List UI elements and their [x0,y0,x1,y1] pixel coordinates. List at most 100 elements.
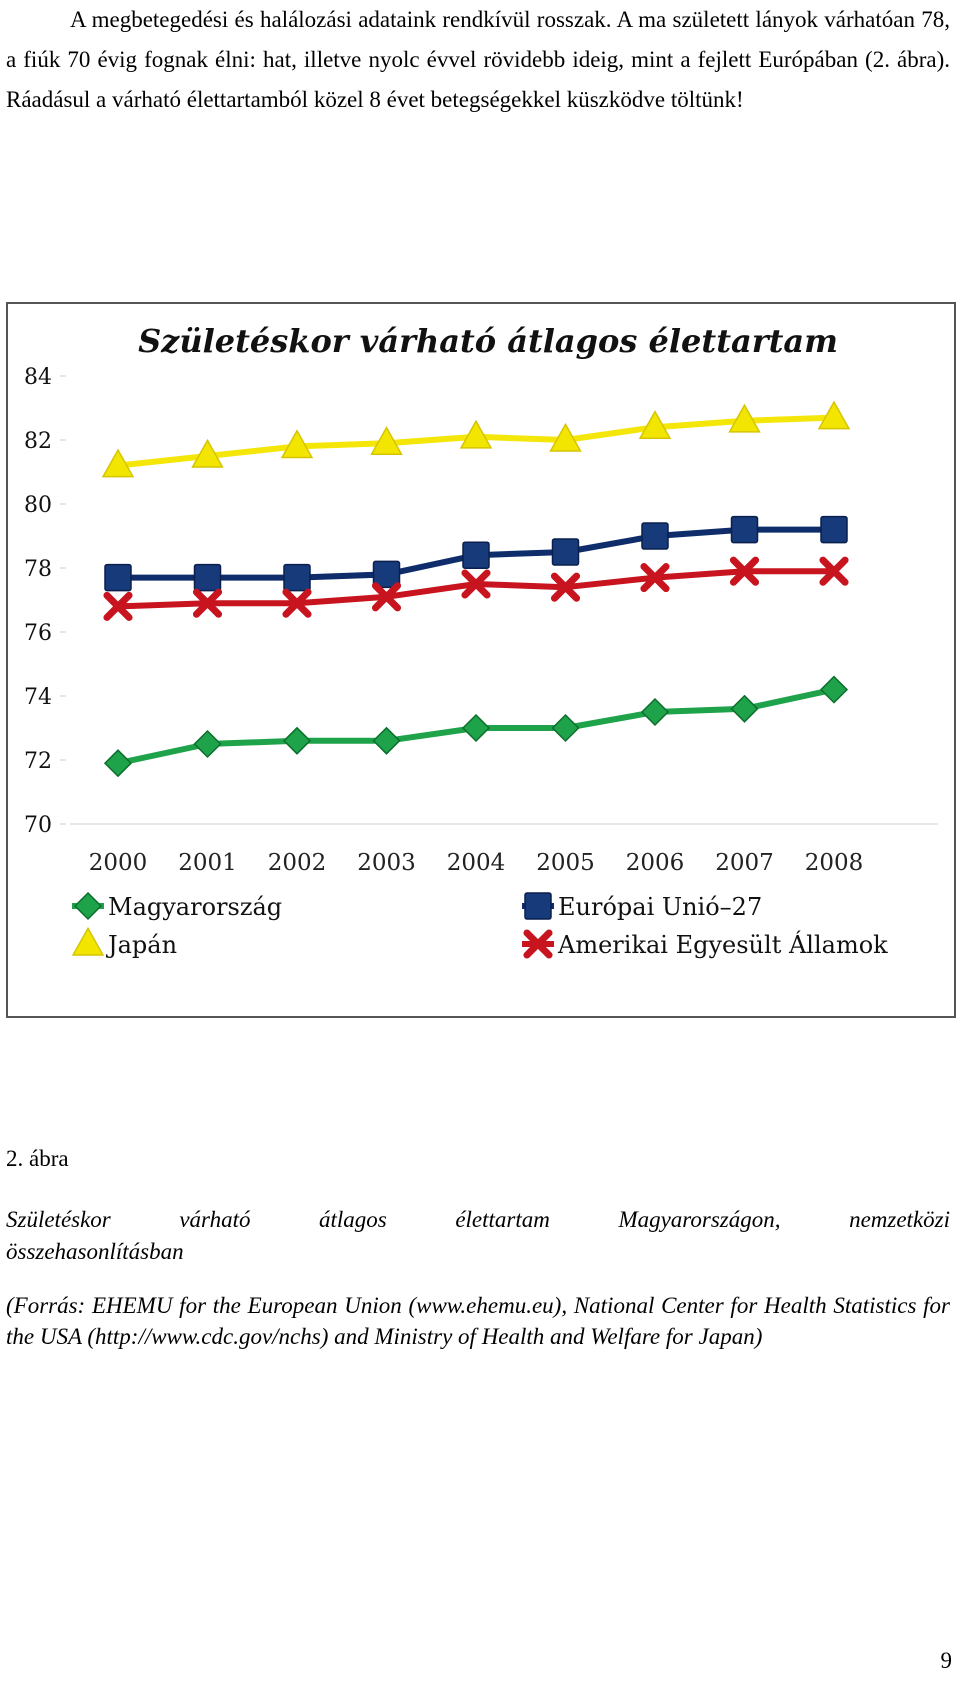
data-point-usa [550,572,581,602]
figure-caption: Születéskor várható átlagos élettartam Magya… [6,1204,950,1268]
data-point-eu27 [551,538,580,566]
data-point-usa [640,563,670,593]
data-point-hungary [193,729,222,759]
data-point-japan [459,419,493,449]
marker-stroke [729,556,760,586]
data-point-japan [280,429,314,459]
x-tick-label: 2002 [268,850,327,876]
marker-stroke [523,929,553,959]
marker-stroke [461,569,491,599]
y-tick-label: 84 [24,365,52,390]
data-point-japan [101,448,135,478]
y-tick-label: 82 [24,429,52,454]
data-point-hungary [282,726,312,755]
legend-label: Európai Unió–27 [558,893,762,921]
data-point-eu27 [193,563,222,592]
data-point-japan [728,403,761,433]
data-point-hungary [103,749,133,778]
intro-paragraph: A megbetegedési és halálozási adataink r… [6,0,950,120]
series-hungary [103,675,849,778]
data-point-japan [191,438,224,468]
data-point-usa [461,569,491,599]
data-point-usa [729,556,760,586]
data-point-usa [371,582,402,612]
data-point-eu27 [372,560,401,589]
legend-item-hungary: Magyarország [72,891,282,921]
data-point-japan [549,422,582,452]
data-point-hungary [640,697,670,727]
legend-label: Magyarország [108,893,282,921]
data-point-hungary [730,694,759,723]
x-tick-label: 2001 [178,850,237,876]
data-point-eu27 [104,563,132,592]
data-point-hungary [372,726,401,755]
data-point-usa [282,588,312,618]
intro-paragraph-text: A megbetegedési és halálozási adataink r… [6,7,950,112]
legend-item-eu27: Európai Unió–27 [522,892,762,921]
marker-stroke [103,591,133,621]
x-axis: 2000 2001 2002 2003 2004 2005 2006 2007 2008 [89,850,864,876]
marker-stroke [640,563,670,593]
y-tick-label: 80 [24,493,52,518]
data-point-eu27 [283,563,311,592]
page-number: 9 [940,1648,953,1673]
marker-stroke [192,588,223,618]
x-tick-label: 2007 [715,850,774,876]
x-tick-label: 2003 [357,850,416,876]
chart-title: Születéskor várható átlagos élettartam [138,322,838,360]
caption-word: nemzetközi [849,1207,950,1232]
series-japan [101,400,851,478]
y-tick-label: 70 [24,813,52,838]
y-tick-label: 78 [24,557,52,582]
data-point-usa [819,556,849,586]
legend: Magyarország Európai Unió–27 Japán Amerikai… [71,891,888,959]
legend-label: Japán [105,931,177,959]
data-point-eu27 [820,515,848,544]
figure-caption-line2: összehasonlításban [6,1239,184,1264]
figure-label: 2. ábra [6,1146,69,1171]
marker-stroke [282,588,312,618]
data-point-hungary [551,713,580,743]
legend-marker-japan [71,926,105,956]
x-tick-label: 2000 [89,850,148,876]
data-point-eu27 [730,515,759,544]
life-expectancy-chart: Születéskor várható átlagos élettartam 7… [24,322,938,959]
marker-stroke [550,572,581,602]
series-usa [103,556,849,621]
data-point-eu27 [641,522,669,550]
x-tick-label: 2005 [536,850,595,876]
caption-word: várható [179,1207,251,1232]
x-tick-label: 2008 [805,850,864,876]
y-axis: 70 72 74 76 78 80 82 84 [24,365,66,838]
data-point-japan [817,400,851,430]
marker-stroke [371,582,402,612]
legend-item-usa: Amerikai Egyesült Államok [522,929,888,959]
figure-source: (Forrás: EHEMU for the European Union (w… [6,1293,950,1349]
y-tick-label: 72 [24,749,52,774]
caption-word: élettartam [455,1207,550,1232]
caption-word: átlagos [319,1207,387,1232]
data-point-usa [103,591,133,621]
caption-word: Magyarországon, [618,1207,781,1232]
legend-marker-hungary [73,891,103,921]
x-tick-label: 2004 [447,850,506,876]
data-point-eu27 [462,541,490,569]
legend-item-japan: Japán [71,926,177,959]
series-layer [101,400,851,778]
data-point-usa [192,588,223,618]
y-tick-label: 74 [24,685,52,710]
legend-marker-usa [523,929,553,959]
figure-caption-line1: Születéskor várható átlagos élettartam Magya… [6,1204,950,1236]
data-point-japan [638,410,672,439]
chart-frame: Születéskor várható átlagos élettartam 7… [6,302,956,1018]
marker-stroke [819,556,849,586]
data-point-japan [370,426,403,455]
series-eu27 [104,515,848,592]
x-tick-label: 2006 [626,850,685,876]
data-point-hungary [461,713,491,743]
data-point-hungary [819,675,849,704]
caption-word: Születéskor [6,1207,111,1232]
legend-marker-eu27 [524,892,552,920]
y-tick-label: 76 [24,621,52,646]
legend-label: Amerikai Egyesült Államok [557,930,888,959]
